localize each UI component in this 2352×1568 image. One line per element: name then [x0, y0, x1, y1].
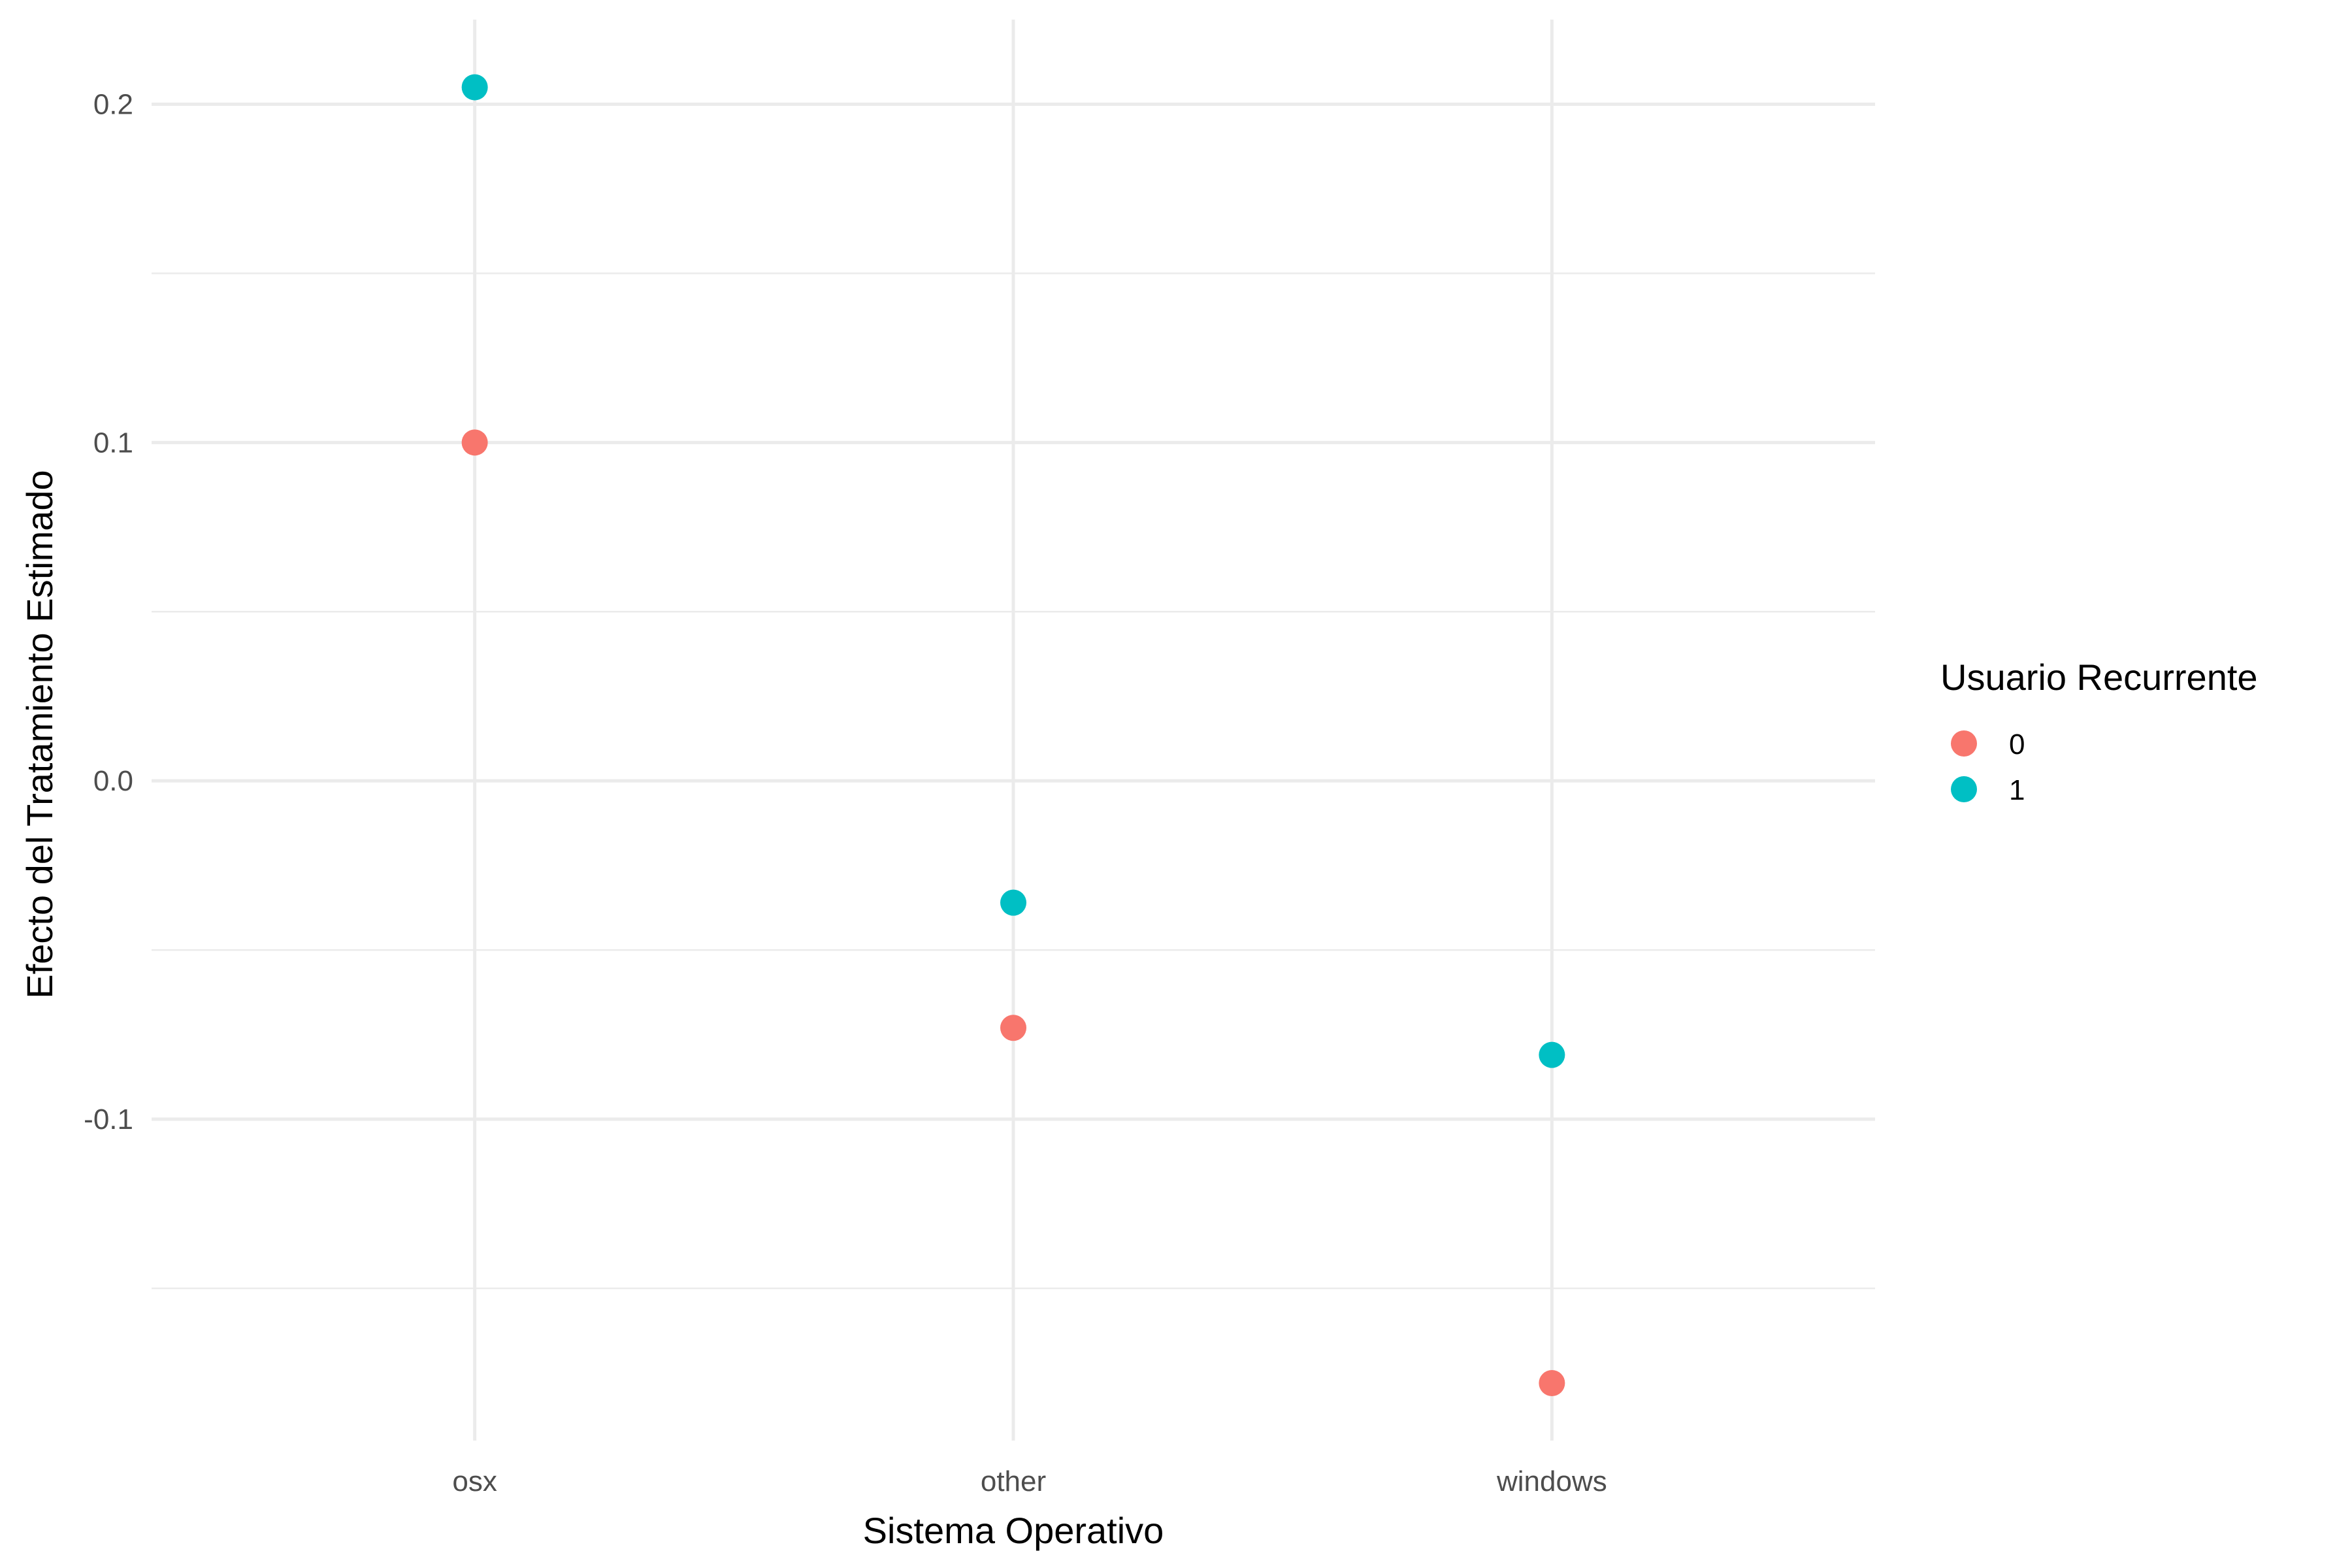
x-axis-ticks: osx other windows: [452, 1465, 1607, 1497]
y-tick-label: 0.2: [93, 88, 133, 120]
y-tick-label: -0.1: [84, 1103, 133, 1135]
y-tick-label: 0.1: [93, 427, 133, 459]
x-tick-label: other: [981, 1465, 1046, 1497]
y-axis-ticks: -0.1 0.0 0.1 0.2: [84, 88, 133, 1135]
legend-title: Usuario Recurrente: [1940, 657, 2258, 698]
y-axis-title: Efecto del Tratamiento Estimado: [19, 470, 60, 998]
data-point-series-0-other: [1000, 1015, 1026, 1041]
legend: Usuario Recurrente 01: [1940, 657, 2258, 806]
data-point-series-1-osx: [461, 74, 488, 101]
data-points: [461, 74, 1565, 1396]
data-point-series-0-windows: [1539, 1369, 1565, 1396]
y-tick-label: 0.0: [93, 765, 133, 797]
legend-items: 01: [1951, 728, 2025, 806]
x-tick-label: osx: [452, 1465, 497, 1497]
legend-key-1: [1951, 776, 1977, 802]
legend-label-0: 0: [2009, 728, 2025, 760]
x-axis-title: Sistema Operativo: [863, 1510, 1164, 1551]
data-point-series-1-windows: [1539, 1041, 1565, 1068]
grid: [152, 20, 1875, 1441]
x-tick-label: windows: [1496, 1465, 1607, 1497]
legend-label-1: 1: [2009, 774, 2025, 806]
data-point-series-0-osx: [461, 429, 488, 456]
legend-key-0: [1951, 730, 1977, 757]
data-point-series-1-other: [1000, 889, 1026, 916]
